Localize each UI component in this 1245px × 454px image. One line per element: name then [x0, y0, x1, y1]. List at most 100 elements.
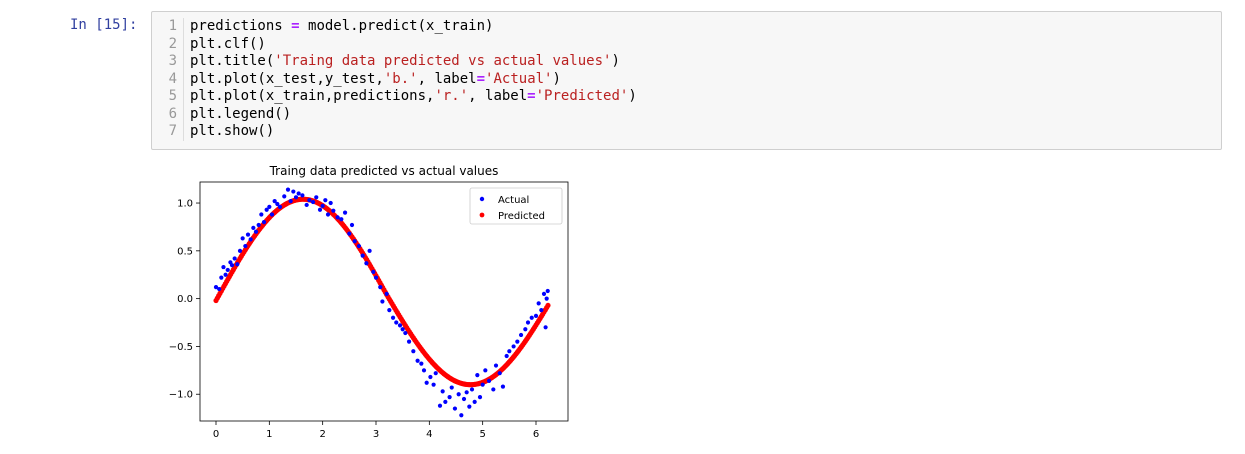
- actual-point: [293, 195, 299, 200]
- actual-point: [411, 349, 416, 354]
- actual-point: [243, 243, 248, 249]
- actual-point: [240, 236, 245, 241]
- code-token: plt.plot(x_test,y_test,: [190, 70, 384, 87]
- actual-point: [511, 344, 516, 349]
- actual-point: [461, 396, 467, 402]
- line-number: 5: [152, 88, 184, 106]
- actual-point: [523, 327, 528, 332]
- x-tick-label: 0: [213, 429, 219, 440]
- actual-point: [500, 384, 506, 389]
- code-line[interactable]: 3 plt.title('Traing data predicted vs act…: [152, 53, 637, 71]
- actual-point: [285, 187, 291, 192]
- actual-point: [352, 239, 357, 244]
- actual-point: [378, 285, 383, 290]
- code-token: ): [552, 70, 561, 87]
- actual-point: [483, 368, 488, 373]
- actual-point: [456, 392, 461, 397]
- predicted-point: [545, 302, 551, 309]
- code-string: 'r.': [434, 88, 469, 104]
- code-operator: =: [527, 88, 536, 104]
- code-line[interactable]: 2 plt.clf(): [152, 35, 637, 54]
- actual-point: [291, 189, 296, 194]
- actual-point: [390, 315, 396, 320]
- line-number: 3: [152, 53, 184, 71]
- x-tick-label: 4: [426, 429, 432, 440]
- actual-point: [507, 349, 512, 354]
- actual-point: [367, 248, 372, 253]
- actual-point: [421, 368, 427, 373]
- code-text: plt.legend(): [184, 106, 291, 124]
- actual-point: [356, 243, 362, 249]
- actual-point: [296, 191, 301, 196]
- legend-marker-actual: [479, 196, 485, 202]
- actual-point: [307, 198, 312, 203]
- actual-point: [529, 315, 534, 320]
- code-cell-input[interactable]: 1 predictions = model.predict(x_train) 2 pl…: [151, 11, 1222, 150]
- code-token: , label: [468, 88, 528, 104]
- code-string: 'Predicted': [535, 88, 629, 104]
- actual-point: [323, 198, 328, 203]
- y-tick-label: 1.0: [177, 199, 193, 210]
- actual-point: [541, 291, 547, 296]
- code-editor[interactable]: 1 predictions = model.predict(x_train) 2 pl…: [152, 18, 637, 141]
- actual-point: [387, 308, 392, 313]
- code-line[interactable]: 6 plt.legend(): [152, 105, 637, 124]
- actual-point: [491, 387, 496, 392]
- code-text: plt.title('Traing data predicted vs actu…: [184, 53, 620, 71]
- actual-point: [525, 320, 531, 325]
- actual-point: [237, 248, 243, 253]
- actual-point: [371, 269, 376, 274]
- actual-point: [235, 262, 240, 267]
- legend-box: [469, 187, 563, 225]
- actual-point: [342, 210, 348, 215]
- code-token: plt.clf(): [190, 35, 266, 52]
- x-tick-label: 3: [373, 429, 379, 440]
- code-line[interactable]: 5 plt.plot(x_train,predictions,'r.', labe…: [152, 88, 637, 106]
- actual-point: [223, 272, 228, 277]
- actual-point: [504, 353, 509, 359]
- code-token: ): [628, 88, 637, 104]
- actual-point: [515, 339, 520, 344]
- x-tick-label: 1: [266, 429, 272, 440]
- code-token: , label: [417, 70, 477, 87]
- actual-point: [452, 406, 458, 411]
- actual-point: [477, 395, 483, 400]
- line-number: 6: [152, 105, 184, 123]
- actual-point: [437, 403, 443, 408]
- actual-point: [464, 390, 469, 395]
- actual-point: [384, 291, 389, 296]
- x-tick-label: 6: [533, 429, 539, 440]
- actual-point: [536, 301, 541, 306]
- actual-point: [335, 215, 340, 220]
- code-text: predictions = model.predict(x_train): [184, 18, 493, 36]
- actual-point: [269, 212, 275, 217]
- actual-point: [373, 275, 379, 280]
- line-number: 2: [152, 35, 184, 53]
- y-tick-label: 0.5: [177, 246, 193, 257]
- code-text: plt.clf(): [184, 36, 266, 54]
- actual-point: [397, 323, 403, 328]
- legend-label-predicted: Predicted: [498, 211, 545, 222]
- y-tick-label: −1.0: [169, 390, 193, 401]
- actual-point: [275, 201, 280, 207]
- actual-point: [440, 389, 445, 394]
- actual-point: [219, 275, 224, 280]
- code-line[interactable]: 7 plt.show(): [152, 123, 637, 141]
- actual-point: [406, 339, 412, 344]
- actual-point: [282, 194, 287, 199]
- actual-point: [248, 237, 253, 242]
- actual-point: [486, 378, 492, 383]
- actual-point: [539, 308, 544, 313]
- actual-point: [314, 195, 319, 200]
- actual-point: [447, 395, 452, 400]
- code-line[interactable]: 1 predictions = model.predict(x_train): [152, 18, 637, 36]
- code-line[interactable]: 4 plt.plot(x_test,y_test,'b.', label='Act…: [152, 70, 637, 89]
- actual-point: [544, 296, 549, 301]
- actual-point: [431, 382, 436, 387]
- code-token: plt.legend(): [190, 105, 292, 122]
- legend-label-actual: Actual: [498, 195, 529, 206]
- actual-point: [403, 330, 408, 336]
- code-text: plt.plot(x_test,y_test,'b.', label='Actu…: [184, 71, 561, 89]
- actual-point: [380, 299, 385, 304]
- actual-point: [469, 387, 475, 392]
